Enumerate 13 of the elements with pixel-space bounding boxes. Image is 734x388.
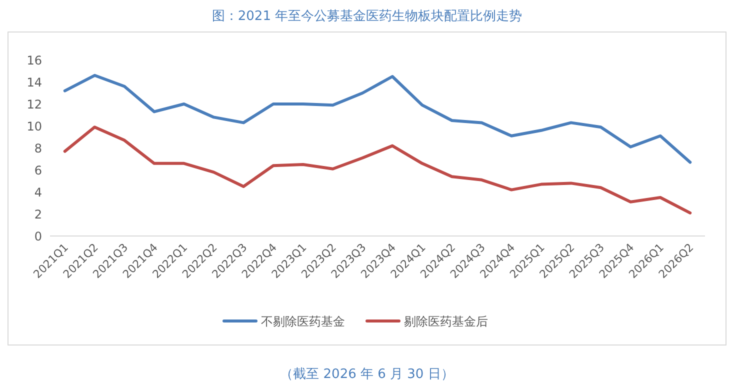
y-tick-label: 6 <box>34 164 42 178</box>
y-tick-label: 8 <box>34 142 42 156</box>
text: （截至 2026 年 6 月 30 日） <box>280 367 454 382</box>
y-tick-label: 2 <box>34 208 42 222</box>
y-tick-label: 16 <box>26 54 42 68</box>
y-tick-label: 4 <box>34 186 42 200</box>
y-tick-label: 10 <box>26 120 42 134</box>
chart-title: 图：2021 年至今公募基金医药生物板块配置比例走势 <box>212 9 522 24</box>
y-tick-label: 12 <box>26 98 42 112</box>
legend-label: 不剔除医药基金 <box>261 314 345 328</box>
y-tick-label: 0 <box>34 230 42 244</box>
y-tick-label: 14 <box>26 76 42 90</box>
legend-label: 剔除医药基金后 <box>404 314 488 328</box>
